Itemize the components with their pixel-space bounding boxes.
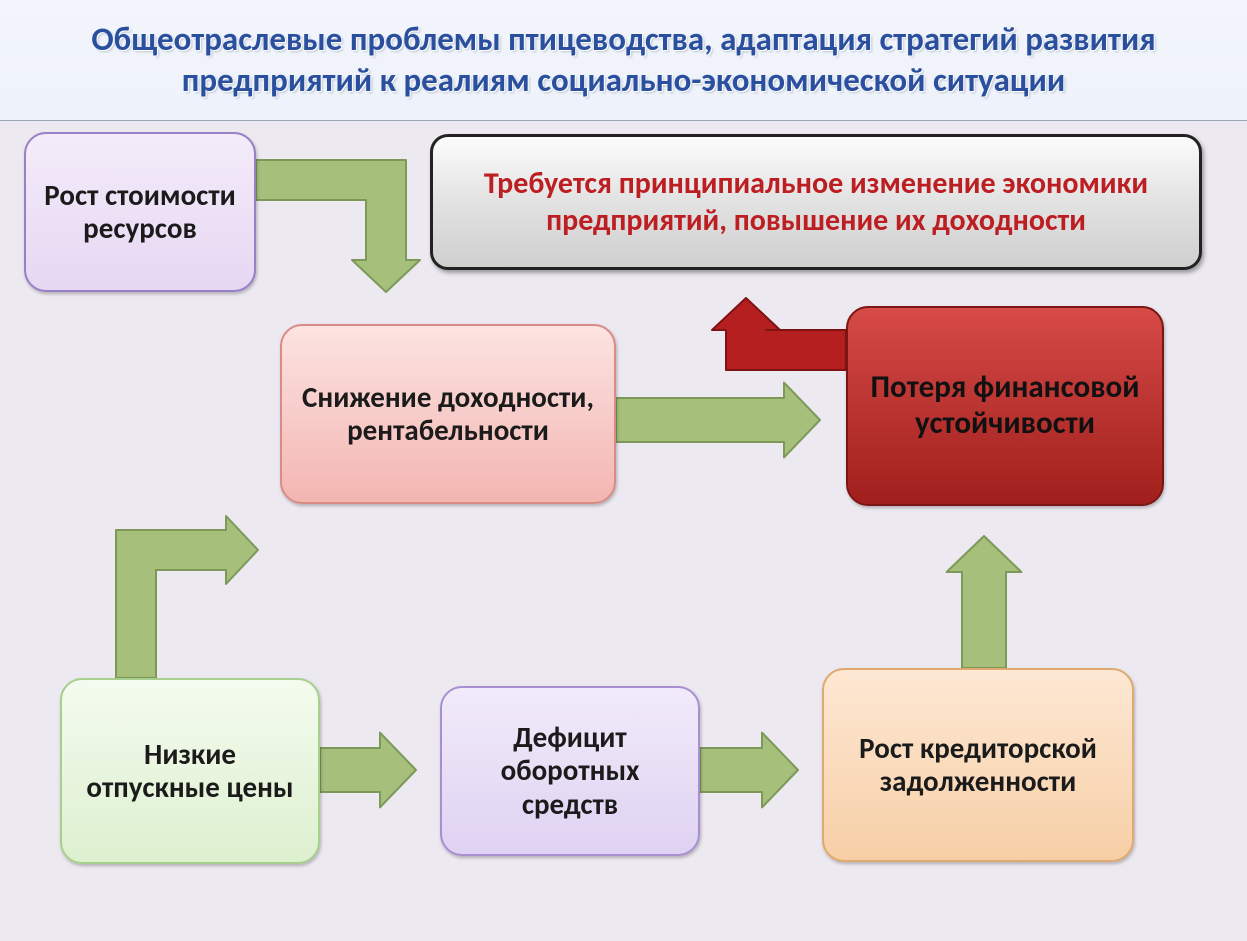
conclusion-callout: Требуется принципиальное изменение эконо… <box>430 134 1202 270</box>
page-title: Общеотраслевые проблемы птицеводства, ад… <box>0 19 1247 102</box>
diagram-canvas: Рост стоимости ресурсовСнижение доходнос… <box>0 120 1247 941</box>
node-n5: Дефицит оборотных средств <box>440 686 700 856</box>
conclusion-text: Требуется принципиальное изменение эконо… <box>457 165 1175 240</box>
node-n4: Низкие отпускные цены <box>60 678 320 864</box>
node-n3: Потеря финансовой устойчивости <box>846 306 1164 506</box>
node-n1: Рост стоимости ресурсов <box>24 132 256 292</box>
node-n2: Снижение доходности, рентабельности <box>280 324 616 504</box>
node-n6: Рост кредиторской задолженности <box>822 668 1134 862</box>
title-bar: Общеотраслевые проблемы птицеводства, ад… <box>0 0 1247 121</box>
